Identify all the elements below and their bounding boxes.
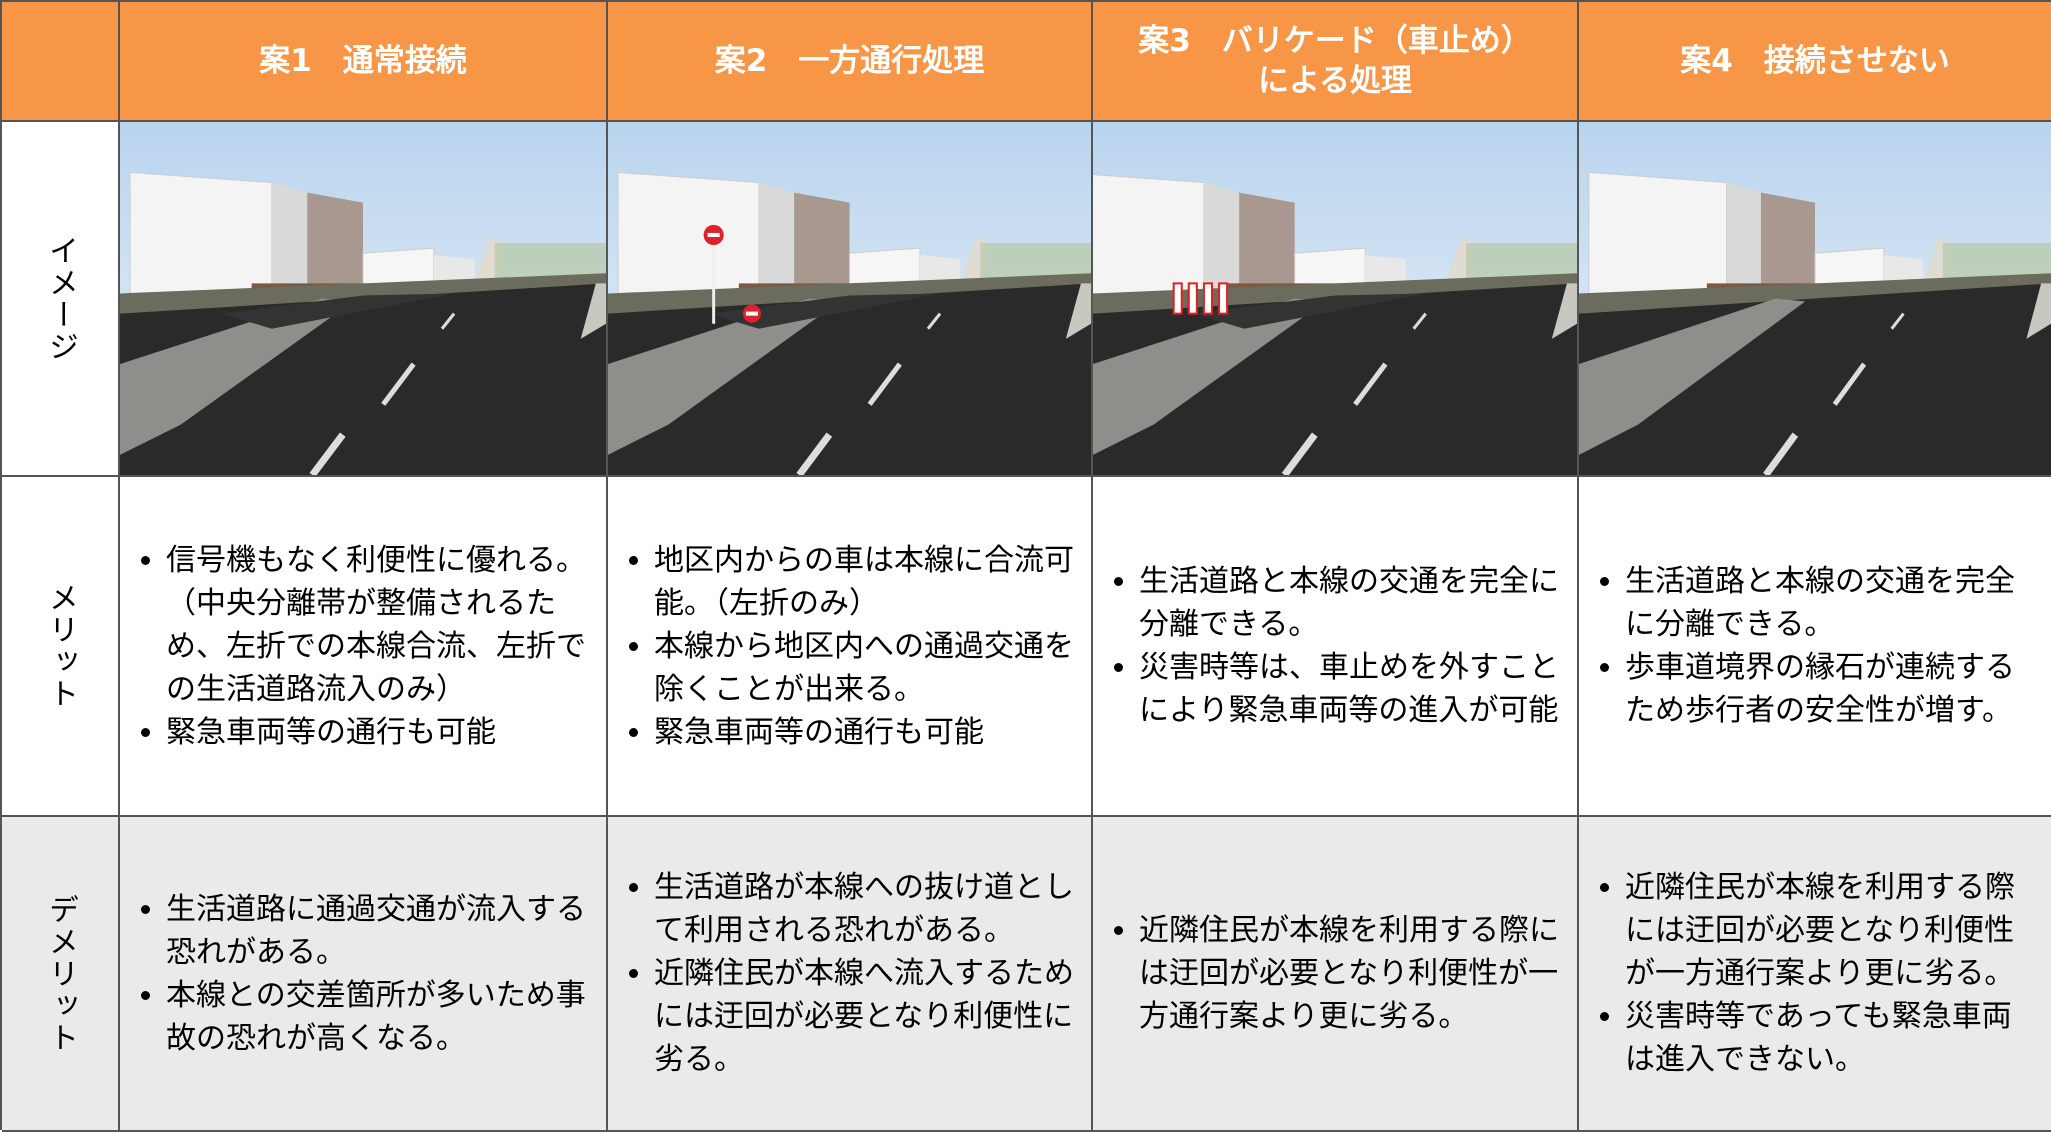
demerit-cell: 生活道路に通過交通が流入する恐れがある。本線との交差箇所が多いため事故の恐れが高… [120,817,608,1132]
bullet-list: 生活道路が本線への抜け道として利用される恐れがある。近隣住民が本線へ流入するため… [620,866,1077,1081]
scene-image [1579,122,2051,475]
bullet-item: 災害時等であっても緊急車両は進入できない。 [1625,995,2037,1081]
bullet-list: 生活道路と本線の交通を完全に分離できる。災害時等は、車止めを外すことにより緊急車… [1105,560,1563,732]
lane-dash [926,312,942,330]
bullet-list: 近隣住民が本線を利用する際には迂回が必要となり利便性が一方通行案より更に劣る。 [1105,909,1563,1038]
image-cell [1579,122,2051,477]
building [1239,192,1295,299]
sign-bar [745,311,758,316]
road-edge [2026,283,2051,339]
barricade [1172,282,1183,315]
bullet-item: 近隣住民が本線へ流入するためには迂回が必要となり利便性に劣る。 [654,952,1077,1081]
lane-dash [381,362,416,406]
bullet-item: 歩車道境界の縁石が連続するため歩行者の安全性が増す。 [1625,646,2037,732]
barricade [1187,282,1198,315]
lane-dash [1832,362,1867,406]
lane-dash [867,362,902,406]
header-text: 案1 通常接続 [259,43,467,79]
bullet-item: 生活道路が本線への抜け道として利用される恐れがある。 [654,866,1077,952]
road-edge [1551,283,1577,339]
bullet-item: 本線から地区内への通過交通を除くことが出来る。 [654,625,1077,711]
lane-dash [309,432,346,475]
side-road [708,293,941,329]
scene-image [608,122,1091,475]
merit-cell: 生活道路と本線の交通を完全に分離できる。歩車道境界の縁石が連続するため歩行者の安… [1579,477,2051,817]
road-edge [580,283,606,339]
lane-dash [796,432,833,475]
merit-cell: 地区内からの車は本線に合流可能。（左折のみ）本線から地区内への通過交通を除くこと… [608,477,1093,817]
header-cell: 案3 バリケード（車止め） による処理 [1093,2,1579,122]
bullet-item: 生活道路に通過交通が流入する恐れがある。 [166,888,592,974]
bullet-item: 地区内からの車は本線に合流可能。（左折のみ） [654,539,1077,625]
bullet-list: 生活道路と本線の交通を完全に分離できる。歩車道境界の縁石が連続するため歩行者の安… [1591,560,2037,732]
curb [1093,298,1325,455]
bullet-item: 本線との交差箇所が多いため事故の恐れが高くなる。 [166,974,592,1060]
header-cell: 案2 一方通行処理 [608,2,1093,122]
demerit-cell: 生活道路が本線への抜け道として利用される恐れがある。近隣住民が本線へ流入するため… [608,817,1093,1132]
barricade [1218,282,1229,315]
bullet-list: 地区内からの車は本線に合流可能。（左折のみ）本線から地区内への通過交通を除くこと… [620,539,1077,754]
scene-image [120,122,606,475]
building [1760,192,1815,299]
bullet-item: 緊急車両等の通行も可能 [166,711,592,754]
barricade [1202,282,1213,315]
row-label-text: メリット [43,582,78,710]
lane-dash [1353,362,1388,406]
bullet-list: 近隣住民が本線を利用する際には迂回が必要となり利便性が一方通行案より更に劣る。災… [1591,866,2037,1081]
side-road [221,293,455,329]
header-cell: 案1 通常接続 [120,2,608,122]
lane-dash [1890,312,1905,330]
lane-dash [1763,432,1799,475]
bullet-list: 生活道路に通過交通が流入する恐れがある。本線との交差箇所が多いため事故の恐れが高… [132,888,592,1060]
curb [608,298,840,455]
sign-bar [707,232,720,237]
scene-image [1093,122,1577,475]
bullet-item: 近隣住民が本線を利用する際には迂回が必要となり利便性が一方通行案より更に劣る。 [1139,909,1563,1038]
bullet-item: 生活道路と本線の交通を完全に分離できる。 [1625,560,2037,646]
road-edge [1065,283,1091,339]
merit-cell: 生活道路と本線の交通を完全に分離できる。災害時等は、車止めを外すことにより緊急車… [1093,477,1579,817]
row-label: デメリット [2,817,120,1132]
bullet-item: 近隣住民が本線を利用する際には迂回が必要となり利便性が一方通行案より更に劣る。 [1625,866,2037,995]
row-label-text: イメージ [43,234,78,363]
building [1203,182,1240,304]
bullet-item: 緊急車両等の通行も可能 [654,711,1077,754]
demerit-cell: 近隣住民が本線を利用する際には迂回が必要となり利便性が一方通行案より更に劣る。 [1093,817,1579,1132]
row-label-text: デメリット [43,893,78,1054]
header-text: 案4 接続させない [1680,43,1950,79]
lane-dash [1412,312,1427,330]
building [307,192,363,299]
header-text: 案3 バリケード（車止め） [1138,23,1532,59]
header-text: による処理 [1257,63,1413,99]
building [271,182,308,304]
curb [120,298,353,455]
bullet-item: 信号機もなく利便性に優れる。（中央分離帯が整備されるため、左折での本線合流、左折… [166,539,592,711]
header-cell: 案4 接続させない [1579,2,2051,122]
bullet-item: 災害時等は、車止めを外すことにより緊急車両等の進入が可能 [1139,646,1563,732]
side-road [1193,293,1426,329]
row-label: メリット [2,477,120,817]
demerit-cell: 近隣住民が本線を利用する際には迂回が必要となり利便性が一方通行案より更に劣る。災… [1579,817,2051,1132]
building [1726,182,1761,304]
image-cell [1093,122,1579,477]
row-label: イメージ [2,122,120,477]
bullet-item: 生活道路と本線の交通を完全に分離できる。 [1139,560,1563,646]
image-cell [120,122,608,477]
header-corner [2,2,120,122]
lane-dash [440,312,456,330]
bullet-list: 信号機もなく利便性に優れる。（中央分離帯が整備されるため、左折での本線合流、左折… [132,539,592,754]
lane-dash [1281,432,1318,475]
building [758,182,795,304]
merit-cell: 信号機もなく利便性に優れる。（中央分離帯が整備されるため、左折での本線合流、左折… [120,477,608,817]
header-text: 案2 一方通行処理 [714,43,985,79]
image-cell [608,122,1093,477]
curb [1579,298,1806,455]
building [794,192,850,299]
